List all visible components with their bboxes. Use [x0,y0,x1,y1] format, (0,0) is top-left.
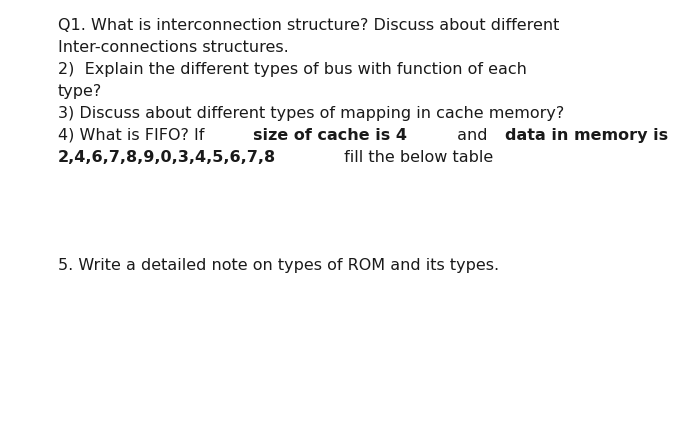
Text: 4) What is FIFO? If: 4) What is FIFO? If [58,128,209,143]
Text: fill the below table: fill the below table [340,150,494,165]
Text: type?: type? [58,84,102,99]
Text: size of cache is 4: size of cache is 4 [253,128,407,143]
Text: data in memory is: data in memory is [505,128,668,143]
Text: 3) Discuss about different types of mapping in cache memory?: 3) Discuss about different types of mapp… [58,106,564,121]
Text: Inter-connections structures.: Inter-connections structures. [58,40,288,55]
Text: 2,4,6,7,8,9,0,3,4,5,6,7,8: 2,4,6,7,8,9,0,3,4,5,6,7,8 [58,150,276,165]
Text: 5. Write a detailed note on types of ROM and its types.: 5. Write a detailed note on types of ROM… [58,258,499,273]
Text: and: and [452,128,493,143]
Text: 2)  Explain the different types of bus with function of each: 2) Explain the different types of bus wi… [58,62,527,77]
Text: Q1. What is interconnection structure? Discuss about different: Q1. What is interconnection structure? D… [58,18,559,33]
